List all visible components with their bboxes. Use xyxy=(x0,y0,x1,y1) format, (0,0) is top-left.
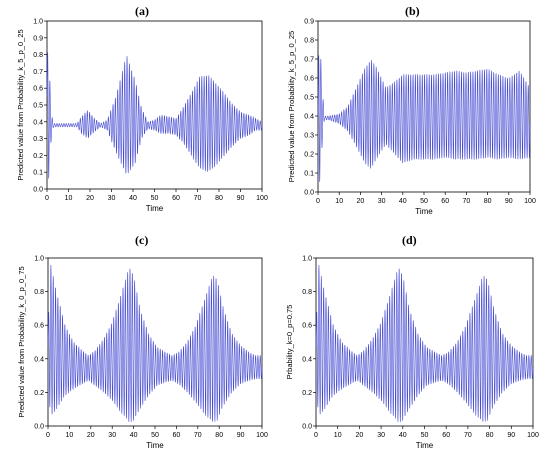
x-tick-label: 10 xyxy=(66,432,74,439)
x-tick-label: 90 xyxy=(237,195,245,202)
y-tick-label: 0.9 xyxy=(33,35,43,42)
x-tick-label: 10 xyxy=(335,198,343,205)
x-tick-label: 50 xyxy=(420,198,428,205)
x-tick-label: 70 xyxy=(194,195,202,202)
x-tick-label: 90 xyxy=(507,432,515,439)
panel-label-b: (b) xyxy=(405,4,420,18)
panel-label-c: (c) xyxy=(135,233,149,247)
x-tick-label: 0 xyxy=(316,198,320,205)
x-tick-label: 60 xyxy=(173,432,181,439)
x-tick-label: 100 xyxy=(527,432,539,439)
x-axis-label: Time xyxy=(416,441,434,450)
x-tick-label: 100 xyxy=(524,198,536,205)
y-tick-label: 0.7 xyxy=(33,69,43,76)
x-tick-label: 40 xyxy=(399,198,407,205)
y-tick-label: 0.8 xyxy=(302,289,312,296)
y-tick-label: 0.2 xyxy=(34,390,44,397)
y-tick-label: 0.3 xyxy=(304,133,314,140)
x-tick-label: 0 xyxy=(45,195,49,202)
panel-c: 0 10 20 30 40 50 60 70 80 90 100 0.0 0.2 0.4 0.6 0.8 1.0… xyxy=(17,256,268,451)
y-tick-label: 0.1 xyxy=(33,170,43,177)
x-tick-label: 80 xyxy=(484,198,492,205)
y-tick-label: 0.4 xyxy=(304,114,314,121)
y-axis-label: Prbability_k=0_p=0.75 xyxy=(285,305,294,380)
y-tick-label: 0.4 xyxy=(33,119,43,126)
series-line xyxy=(315,264,534,422)
x-tick-label: 80 xyxy=(215,195,223,202)
y-axis-label: Predicted value from Probability_k_5_p_0… xyxy=(16,29,25,180)
x-tick-label: 60 xyxy=(172,195,180,202)
y-tick-label: 0.6 xyxy=(302,323,312,330)
x-tick-label: 30 xyxy=(108,432,116,439)
x-tick-label: 0 xyxy=(314,432,318,439)
x-tick-label: 100 xyxy=(256,432,268,439)
x-tick-label: 10 xyxy=(334,432,342,439)
x-tick-label: 50 xyxy=(421,432,429,439)
series-line xyxy=(46,52,263,179)
y-tick-label: 0.8 xyxy=(33,52,43,59)
y-tick-label: 0.6 xyxy=(34,323,44,330)
y-tick-label: 0.3 xyxy=(33,136,43,143)
x-tick-label: 60 xyxy=(442,432,450,439)
x-tick-label: 20 xyxy=(357,198,365,205)
x-axis-label: Time xyxy=(146,441,164,450)
y-axis-label: Predicted value from Probability_k_0_p_0… xyxy=(17,266,26,417)
x-axis-label: Time xyxy=(415,207,433,216)
y-tick-label: 1.0 xyxy=(34,256,44,263)
y-tick-label: 0.0 xyxy=(304,190,314,197)
x-tick-label: 90 xyxy=(505,198,513,205)
x-tick-label: 70 xyxy=(194,432,202,439)
y-tick-label: 0.5 xyxy=(33,103,43,110)
series-line xyxy=(317,55,531,182)
x-tick-label: 20 xyxy=(87,432,95,439)
y-tick-label: 0.2 xyxy=(304,152,314,159)
y-tick-label: 0.8 xyxy=(304,38,314,45)
y-tick-label: 1.0 xyxy=(302,256,312,263)
y-tick-label: 0.4 xyxy=(302,356,312,363)
x-tick-label: 30 xyxy=(108,195,116,202)
y-axis-label: Predicted value from Probability_k_5_p_0… xyxy=(287,31,296,182)
x-axis-label: Time xyxy=(146,204,164,213)
x-tick-label: 40 xyxy=(130,432,138,439)
y-tick-label: 0.2 xyxy=(302,390,312,397)
y-tick-label: 0.6 xyxy=(304,76,314,83)
x-tick-label: 50 xyxy=(151,195,159,202)
x-tick-label: 0 xyxy=(46,432,50,439)
x-tick-label: 20 xyxy=(356,432,364,439)
x-tick-label: 10 xyxy=(65,195,73,202)
x-tick-label: 40 xyxy=(129,195,137,202)
x-tick-label: 70 xyxy=(464,432,472,439)
x-tick-label: 60 xyxy=(441,198,449,205)
y-tick-label: 0.9 xyxy=(304,19,314,26)
y-tick-label: 0.2 xyxy=(33,153,43,160)
x-tick-label: 70 xyxy=(463,198,471,205)
y-tick-label: 0.0 xyxy=(302,424,312,431)
y-tick-label: 0.8 xyxy=(34,289,44,296)
y-tick-label: 0.0 xyxy=(33,187,43,194)
x-tick-label: 90 xyxy=(237,432,245,439)
y-tick-label: 0.4 xyxy=(34,356,44,363)
x-tick-label: 100 xyxy=(256,195,268,202)
panel-d: 0 10 20 30 40 50 60 70 80 90 100 0.0 0.2 0.4 0.6 0.8 1.0… xyxy=(285,256,539,451)
y-tick-label: 1.0 xyxy=(33,19,43,26)
x-tick-label: 30 xyxy=(378,198,386,205)
x-tick-label: 30 xyxy=(377,432,385,439)
x-tick-label: 80 xyxy=(486,432,494,439)
series-line xyxy=(47,264,263,422)
x-tick-label: 40 xyxy=(399,432,407,439)
y-tick-label: 0.5 xyxy=(304,95,314,102)
panel-a: 0 10 20 30 40 50 60 70 80 90 100 0.0 0.1 0.2 0.3 0.4 0.5… xyxy=(16,19,268,214)
x-tick-label: 50 xyxy=(151,432,159,439)
panel-label-d: (d) xyxy=(402,233,417,247)
y-tick-label: 0.1 xyxy=(304,171,314,178)
panel-b: 0 10 20 30 40 50 60 70 80 90 100 0.0 0.1 0.2 0.3 0.4 0.5… xyxy=(287,19,536,217)
x-tick-label: 80 xyxy=(215,432,223,439)
y-tick-label: 0.6 xyxy=(33,86,43,93)
x-tick-label: 20 xyxy=(86,195,94,202)
y-tick-label: 0.0 xyxy=(34,424,44,431)
panel-label-a: (a) xyxy=(135,4,149,18)
y-tick-label: 0.7 xyxy=(304,57,314,64)
